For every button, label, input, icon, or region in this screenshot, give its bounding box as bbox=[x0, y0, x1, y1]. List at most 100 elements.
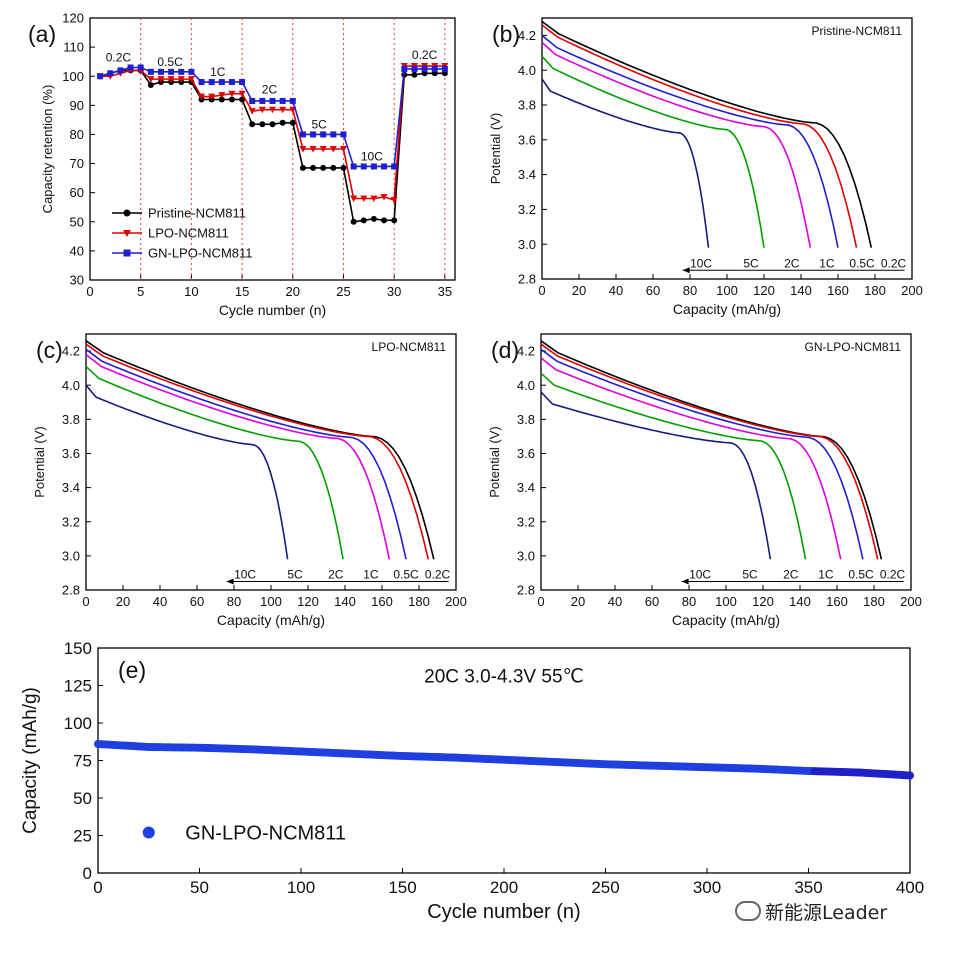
discharge-curve-10C bbox=[541, 78, 710, 248]
y-tick-label: 3.6 bbox=[62, 446, 80, 461]
x-tick-label: 160 bbox=[371, 594, 393, 609]
data-point bbox=[218, 96, 225, 103]
y-axis-label: Capacity (mAh/g) bbox=[20, 687, 41, 834]
data-point bbox=[381, 217, 388, 224]
panel-a: 0 5 10 15 20 25 30 35 30 40 50 60 70 80 90 100 110 120 Cyc… bbox=[28, 11, 456, 318]
data-point bbox=[390, 196, 398, 204]
data-point bbox=[269, 121, 276, 128]
data-point bbox=[340, 164, 347, 171]
rate-arrow-label: 10C bbox=[689, 567, 711, 581]
data-point bbox=[167, 76, 175, 83]
test-conditions-annotation: 20C 3.0-4.3V 55℃ bbox=[424, 667, 584, 688]
data-point bbox=[360, 163, 367, 170]
x-tick-label: 40 bbox=[608, 594, 622, 609]
data-point bbox=[97, 73, 104, 80]
data-point bbox=[279, 119, 286, 126]
data-point bbox=[289, 97, 296, 104]
data-point bbox=[147, 68, 154, 75]
data-point bbox=[431, 65, 438, 72]
data-point bbox=[249, 121, 256, 128]
y-tick-label: 3.4 bbox=[518, 167, 536, 182]
data-point bbox=[187, 76, 195, 83]
discharge-curve-0.2C bbox=[85, 340, 435, 560]
y-tick-label: 3.8 bbox=[62, 412, 80, 427]
data-point bbox=[127, 64, 134, 71]
x-tick-label: 120 bbox=[753, 283, 775, 298]
y-tick-label: 4.2 bbox=[517, 344, 535, 359]
data-point bbox=[269, 106, 276, 114]
data-point bbox=[299, 131, 306, 138]
data-point bbox=[310, 131, 317, 138]
rate-label: 5C bbox=[311, 118, 327, 132]
discharge-curve-0.5C bbox=[541, 24, 858, 248]
data-point bbox=[228, 90, 236, 98]
data-point bbox=[441, 65, 448, 72]
rate-arrow-head bbox=[681, 578, 689, 585]
data-point bbox=[249, 97, 256, 104]
plot-frame bbox=[541, 17, 913, 280]
x-tick-label: 180 bbox=[408, 594, 430, 609]
rate-arrow-label: 0.5C bbox=[848, 567, 874, 581]
rate-arrow-label: 1C bbox=[818, 567, 834, 581]
rate-arrow-label: 1C bbox=[819, 256, 835, 270]
x-tick-label: 100 bbox=[716, 283, 738, 298]
data-point bbox=[228, 96, 235, 103]
legend-label: GN-LPO-NCM811 bbox=[185, 823, 346, 845]
x-tick-label: 200 bbox=[900, 594, 922, 609]
data-point bbox=[421, 65, 428, 72]
rate-arrow-label: 0.2C bbox=[881, 256, 907, 270]
data-point bbox=[360, 217, 367, 224]
panel-c: 0 20 40 60 80 100 120 140 160 180 200 2.8 3.0 3.2 3.4 3… bbox=[32, 333, 467, 628]
rate-label: 0.2C bbox=[106, 51, 132, 65]
data-point bbox=[117, 67, 124, 74]
series-2 bbox=[97, 64, 448, 170]
y-tick-label: 0 bbox=[83, 864, 92, 883]
y-tick-label: 2.8 bbox=[517, 583, 535, 598]
x-tick-label: 0 bbox=[538, 283, 545, 298]
rate-arrow-label: 10C bbox=[690, 256, 712, 270]
x-tick-label: 40 bbox=[153, 594, 167, 609]
data-point bbox=[329, 146, 337, 153]
x-axis-label: Capacity (mAh/g) bbox=[672, 612, 780, 628]
discharge-curve-5C bbox=[541, 55, 765, 248]
x-tick-label: 140 bbox=[334, 594, 356, 609]
discharge-curve-5C bbox=[540, 372, 807, 560]
x-tick-label: 15 bbox=[235, 284, 249, 299]
discharge-curve-10C bbox=[85, 384, 289, 560]
watermark: 新能源Leader bbox=[735, 898, 887, 925]
data-point bbox=[259, 97, 266, 104]
data-point bbox=[228, 79, 235, 86]
y-tick-label: 3.8 bbox=[517, 412, 535, 427]
data-point bbox=[411, 65, 418, 72]
rate-arrow-label: 2C bbox=[784, 256, 800, 270]
x-tick-label: 0 bbox=[537, 594, 544, 609]
data-point bbox=[391, 163, 398, 170]
x-tick-label: 0 bbox=[86, 284, 93, 299]
data-point bbox=[218, 92, 226, 99]
y-tick-label: 3.8 bbox=[518, 98, 536, 113]
data-point bbox=[381, 163, 388, 170]
y-tick-label: 125 bbox=[64, 676, 92, 695]
rate-arrow-label: 2C bbox=[783, 567, 799, 581]
discharge-curve-2C bbox=[85, 353, 391, 560]
x-tick-label: 40 bbox=[609, 283, 623, 298]
discharge-curve-10C bbox=[540, 391, 772, 560]
x-tick-label: 60 bbox=[190, 594, 204, 609]
data-point bbox=[178, 68, 185, 75]
data-point bbox=[380, 194, 388, 201]
rate-label: 1C bbox=[210, 65, 226, 79]
x-tick-label: 60 bbox=[645, 594, 659, 609]
legend-label: LPO-NCM811 bbox=[148, 226, 229, 241]
rate-arrow-label: 0.5C bbox=[393, 567, 419, 581]
data-point bbox=[320, 164, 327, 171]
y-tick-label: 3.2 bbox=[62, 514, 80, 529]
x-tick-label: 140 bbox=[789, 594, 811, 609]
discharge-curve-1C bbox=[541, 34, 839, 248]
y-tick-label: 100 bbox=[64, 714, 92, 733]
legend-marker bbox=[123, 230, 131, 237]
x-tick-label: 200 bbox=[445, 594, 467, 609]
x-tick-label: 160 bbox=[827, 283, 849, 298]
rate-arrow-label: 0.2C bbox=[425, 567, 451, 581]
x-tick-label: 100 bbox=[260, 594, 282, 609]
y-tick-label: 3.4 bbox=[517, 480, 535, 495]
